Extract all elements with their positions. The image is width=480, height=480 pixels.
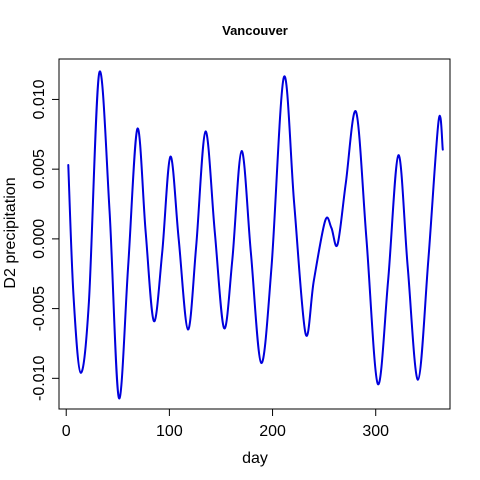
x-tick-label: 300 bbox=[362, 423, 389, 440]
x-tick-label: 0 bbox=[62, 423, 71, 440]
x-tick-label: 200 bbox=[259, 423, 286, 440]
x-axis-label: day bbox=[242, 450, 268, 467]
x-tick-label: 100 bbox=[156, 423, 183, 440]
x-axis: 0 100 200 300 bbox=[62, 409, 389, 440]
y-tick-label: 0.000 bbox=[31, 219, 48, 259]
y-tick-label: -0.010 bbox=[31, 356, 48, 401]
y-tick-label: -0.005 bbox=[31, 286, 48, 331]
y-tick-label: 0.010 bbox=[31, 79, 48, 119]
chart-title: Vancouver bbox=[222, 23, 288, 38]
series-line bbox=[67, 70, 444, 400]
series-group bbox=[67, 70, 444, 400]
y-tick-label: 0.005 bbox=[31, 149, 48, 189]
y-axis: -0.010 -0.005 0.000 0.005 0.010 bbox=[31, 79, 59, 401]
plot-frame bbox=[58, 58, 451, 410]
y-axis-label: D2 precipitation bbox=[2, 177, 19, 288]
